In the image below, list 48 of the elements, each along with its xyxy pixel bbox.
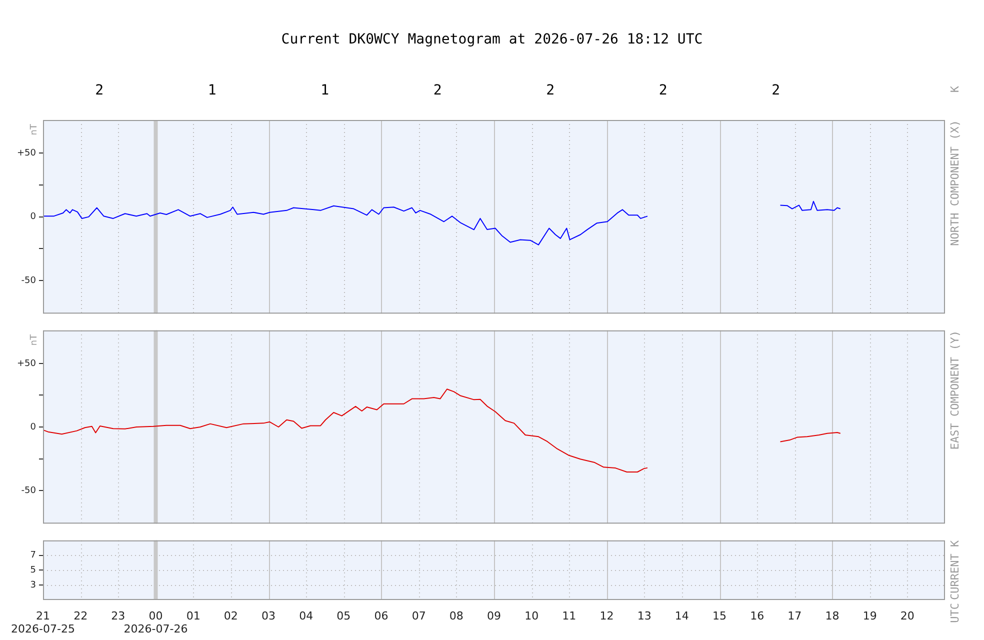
- x-tick-label: 17: [788, 609, 802, 622]
- y-tick-label: +50: [17, 358, 36, 369]
- x-tick-label: 22: [74, 609, 88, 622]
- y-tick-label: +50: [17, 148, 36, 158]
- text: 2: [95, 82, 104, 99]
- text: 1: [208, 82, 216, 99]
- x-tick-label: 01: [186, 609, 200, 622]
- x-tick-label: 09: [487, 609, 501, 622]
- x-tick-label: 19: [862, 609, 877, 622]
- x-tick-label: 12: [600, 609, 614, 622]
- text: UTC: [948, 603, 962, 623]
- x-tick-label: 07: [412, 609, 426, 622]
- y-axis-title: nT: [29, 334, 40, 346]
- y2-axis-title: EAST COMPONENT (Y): [948, 330, 962, 450]
- x-tick-label: 05: [336, 609, 351, 622]
- text: K: [948, 86, 962, 93]
- x-tick-label: 15: [712, 609, 726, 622]
- chart-title: Current DK0WCY Magnetogram at 2026-07-26 18:12 UTC: [281, 32, 703, 48]
- y-tick-label: 7: [30, 550, 36, 561]
- x-tick-label: 11: [562, 609, 576, 622]
- text: 2: [433, 82, 442, 99]
- x-tick-label: 20: [900, 609, 914, 622]
- y-tick-label: -50: [21, 486, 36, 496]
- y-tick-label: 0: [30, 212, 36, 222]
- x-tick-label: 08: [449, 609, 464, 622]
- x-tick-label: 23: [111, 609, 126, 622]
- y2-axis-title: CURRENT K: [948, 540, 962, 600]
- y-axis-title: nT: [29, 124, 40, 136]
- x-tick-label: 21 2026-07-25: [11, 609, 75, 636]
- y-tick-label: 3: [30, 580, 36, 590]
- x-tick-label: 04: [299, 609, 314, 622]
- text: 2: [772, 82, 780, 99]
- x-tick-label: 03: [262, 609, 276, 622]
- x-tick-label: 16: [750, 609, 764, 622]
- text: 2: [546, 82, 555, 99]
- x-tick-label: 06: [374, 609, 388, 622]
- y-tick-label: 0: [30, 422, 36, 432]
- x-tick-label: 00 2026-07-26: [124, 609, 188, 636]
- x-tick-label: 10: [524, 609, 539, 622]
- x-tick-label: 02: [224, 609, 238, 622]
- y-tick-label: -50: [21, 276, 36, 286]
- text: 1: [320, 82, 330, 99]
- x-tick-label: 18: [825, 609, 840, 622]
- x-tick-label: 14: [674, 609, 689, 622]
- text: 2: [658, 82, 668, 99]
- y-tick-label: 5: [30, 566, 36, 576]
- x-tick-label: 13: [637, 609, 652, 622]
- y2-axis-title: NORTH COMPONENT (X): [948, 120, 962, 246]
